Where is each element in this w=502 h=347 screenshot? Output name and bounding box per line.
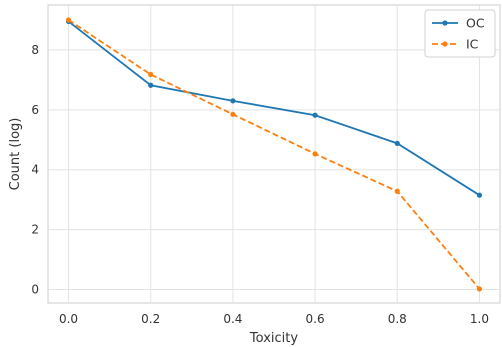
x-tick-label: 0.6 <box>306 312 325 326</box>
x-tick-label: 0.2 <box>141 312 160 326</box>
x-tick-label: 0.0 <box>59 312 78 326</box>
data-point-ic <box>65 17 72 23</box>
x-tick-label: 0.8 <box>388 312 407 326</box>
x-tick-labels: 0.0 0.2 0.4 0.6 0.8 1.0 <box>59 312 489 326</box>
y-tick-label: 6 <box>31 103 39 117</box>
series-lines <box>65 17 483 292</box>
data-point-oc <box>394 140 400 146</box>
data-point-ic <box>230 111 236 117</box>
x-axis-label: Toxicity <box>249 331 298 346</box>
data-point-oc <box>230 98 236 104</box>
legend-label-oc: OC <box>466 16 485 31</box>
y-tick-label: 8 <box>31 43 39 57</box>
legend-marker-oc <box>442 20 448 26</box>
y-axis-label: Count (log) <box>8 118 23 191</box>
data-point-ic <box>476 286 483 292</box>
x-tick-label: 0.4 <box>223 312 242 326</box>
data-point-oc <box>312 112 318 118</box>
y-tick-label: 0 <box>31 283 39 297</box>
legend-item-ic: IC <box>432 37 479 52</box>
series-ic <box>65 17 483 292</box>
data-point-oc <box>148 82 154 88</box>
data-point-ic <box>394 188 400 194</box>
data-point-oc <box>476 192 483 198</box>
gridlines <box>48 5 500 303</box>
y-tick-labels: 0 2 4 6 8 <box>31 43 39 297</box>
legend-marker-ic <box>442 41 448 47</box>
x-tick-label: 1.0 <box>470 312 489 326</box>
y-tick-label: 2 <box>31 223 39 237</box>
legend-box <box>424 9 496 58</box>
legend-item-oc: OC <box>432 16 485 31</box>
legend-label-ic: IC <box>466 37 479 52</box>
series-line-ic <box>68 19 481 290</box>
y-tick-label: 4 <box>31 163 39 177</box>
data-point-ic <box>148 71 154 78</box>
legend: OC IC <box>424 9 496 58</box>
series-line-oc <box>67 20 480 196</box>
data-point-ic <box>312 151 318 157</box>
